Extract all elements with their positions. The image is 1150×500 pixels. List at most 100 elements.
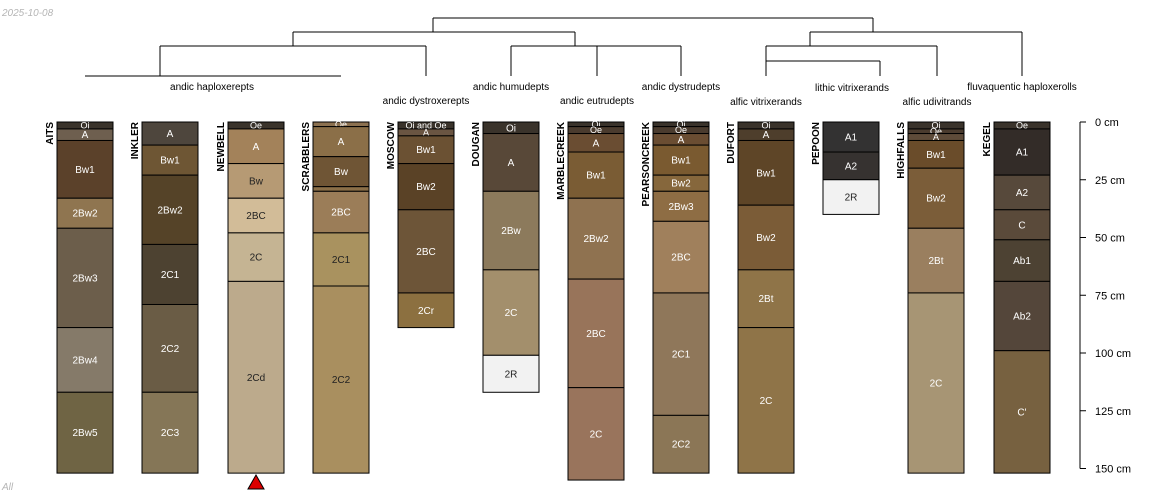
- horizon-label: 2C3: [161, 428, 180, 439]
- horizon-label: Oi: [81, 121, 90, 131]
- horizon-label: Bw2: [671, 179, 691, 190]
- dendrogram: [85, 17, 1023, 77]
- horizon-band: [822, 121, 880, 153]
- horizon-label: A: [82, 130, 89, 141]
- profile-name: SCRABBLERS: [301, 122, 312, 192]
- horizon-band: [141, 144, 199, 176]
- horizon-band: [312, 285, 370, 474]
- horizon-label: 2BC: [246, 211, 265, 222]
- horizon-band: [822, 151, 880, 181]
- horizon-label: 2C: [250, 253, 263, 264]
- profile-name: MOSCOW: [386, 121, 397, 169]
- soil-profile: A Bw1 2Bw2 2C1 2C2 2C3 INKLER: [130, 121, 199, 474]
- horizon-label: 2C2: [161, 344, 180, 355]
- horizon-label: Bw2: [416, 182, 436, 193]
- horizon-label: A: [423, 128, 429, 138]
- profile-name: PEARSONCREEK: [641, 121, 652, 206]
- horizon-band: [652, 144, 710, 176]
- horizon-band: [312, 190, 370, 234]
- date-stamp: 2025-10-08: [2, 8, 54, 19]
- horizon-band: [652, 414, 710, 474]
- horizon-label: 2Bw2: [157, 205, 182, 216]
- subgroup-label: alfic vitrixerands: [730, 97, 802, 108]
- horizon-band: [56, 391, 114, 474]
- profile-name: MARBLECREEK: [556, 121, 567, 200]
- soil-profile: OiA Bw1 2Bw2 2Bw3 2Bw4 2Bw5 AITS: [45, 121, 114, 474]
- horizon-label: 2Bw5: [72, 428, 97, 439]
- marker-triangle: [247, 473, 265, 490]
- subgroup-label: andic eutrudepts: [560, 96, 634, 107]
- soil-profile: A1 A2 2R PEPOON: [811, 121, 880, 215]
- horizon-band: [397, 135, 455, 165]
- horizon-band: [993, 239, 1051, 282]
- horizon-label: 2C1: [332, 255, 351, 266]
- profile-name: KEGEL: [982, 122, 993, 156]
- horizon-band: [227, 280, 285, 474]
- horizon-label: Oe: [335, 119, 347, 129]
- horizon-label: A: [167, 129, 174, 140]
- horizon-label: A: [508, 158, 515, 169]
- horizon-label: A: [678, 135, 685, 146]
- horizon-label: Oe: [250, 121, 262, 131]
- profile-name: INKLER: [130, 121, 141, 159]
- horizon-band: [482, 133, 540, 192]
- horizon-label: 2BC: [586, 329, 605, 340]
- horizon-band: [397, 209, 455, 294]
- profile-name: DOUGAN: [471, 122, 482, 166]
- soil-profile: Oi A 2Bw 2C 2R DOUGAN: [471, 121, 540, 393]
- horizon-label: A: [933, 132, 939, 142]
- horizon-label: 2C1: [161, 270, 180, 281]
- horizon-band: [397, 292, 455, 329]
- horizon-label: Ab2: [1013, 312, 1031, 323]
- horizon-label: Oi: [506, 123, 516, 134]
- horizon-band: [737, 139, 795, 206]
- subgroup-label: lithic vitrixerands: [815, 83, 889, 94]
- horizon-label: A1: [1016, 148, 1029, 159]
- axis-tick-label: 125 cm: [1095, 406, 1131, 418]
- horizon-label: A2: [845, 161, 858, 172]
- horizon-band: [567, 197, 625, 280]
- profile-name: DUFORT: [726, 122, 737, 164]
- horizon-label: A2: [1016, 188, 1029, 199]
- subgroup-label: andic dystroxerepts: [383, 96, 470, 107]
- horizon-band: [567, 278, 625, 389]
- depth-axis: 0 cm 25 cm 50 cm 75 cm 100 cm 125 cm 150 cm: [1079, 117, 1131, 476]
- horizon-band: [737, 204, 795, 271]
- soil-profile: Oe A Bw 2BC 2C1 2C2 SCRABBLERS: [301, 119, 370, 474]
- horizon-band: [141, 174, 199, 245]
- horizon-label: 2R: [505, 369, 518, 380]
- horizon-label: Bw1: [671, 156, 691, 167]
- axis-tick-label: 100 cm: [1095, 348, 1131, 360]
- horizon-label: 2Bt: [758, 294, 773, 305]
- horizon-label: 2Bw3: [668, 202, 693, 213]
- profile-name: AITS: [45, 122, 56, 145]
- horizon-label: 2C2: [332, 375, 351, 386]
- horizon-label: Bw1: [75, 165, 95, 176]
- horizon-label: 2C1: [672, 350, 691, 361]
- horizon-band: [141, 391, 199, 474]
- horizon-band: [482, 269, 540, 356]
- axis-tick-label: 25 cm: [1095, 175, 1125, 187]
- profile-name: PEPOON: [811, 122, 822, 165]
- horizon-label: 2BC: [331, 208, 350, 219]
- horizon-band: [227, 232, 285, 282]
- horizon-label: 2C: [505, 308, 518, 319]
- horizon-label: Oi: [932, 121, 941, 131]
- horizon-label: Bw1: [756, 168, 776, 179]
- horizon-label: Oe: [675, 125, 687, 135]
- horizon-label: Oi and Oe: [405, 121, 446, 131]
- horizon-label: A: [593, 138, 600, 149]
- axis-tick-label: 50 cm: [1095, 233, 1125, 245]
- horizon-band: [141, 303, 199, 393]
- horizon-band: [567, 387, 625, 481]
- horizon-label: A: [338, 137, 345, 148]
- horizon-label: C: [1018, 220, 1025, 231]
- horizon-label: 2BC: [416, 247, 435, 258]
- horizon-band: [737, 269, 795, 329]
- horizon-label: 2C2: [672, 440, 691, 451]
- horizon-band: [652, 292, 710, 416]
- horizon-label: Oe: [930, 126, 942, 136]
- horizon-band: [737, 327, 795, 474]
